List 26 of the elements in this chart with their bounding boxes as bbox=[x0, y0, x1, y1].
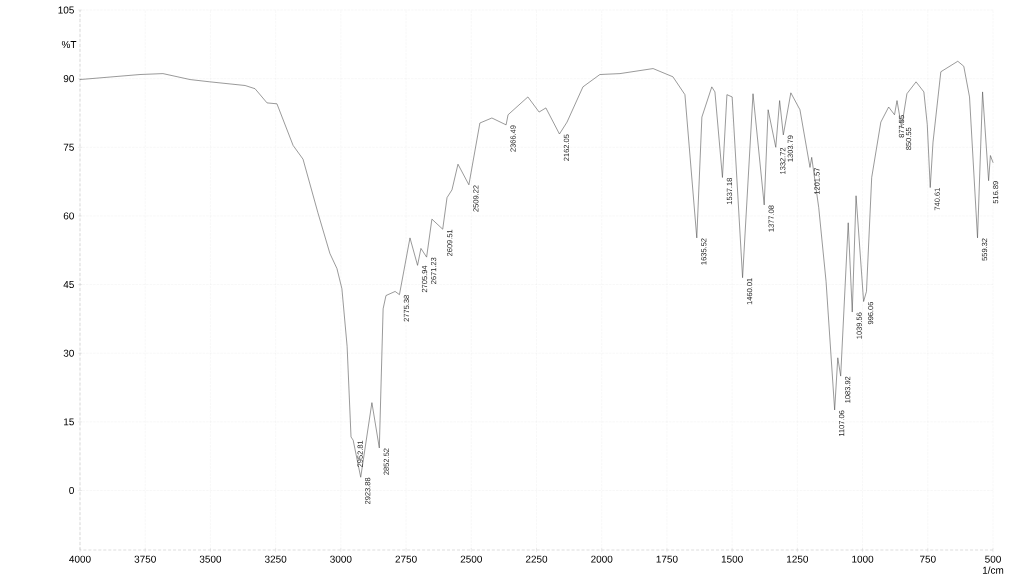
line-series bbox=[79, 60, 994, 478]
x-tick-label: 500 bbox=[985, 555, 1001, 563]
x-tick-label: 1750 bbox=[656, 555, 678, 563]
x-tick-label: 3000 bbox=[330, 555, 352, 563]
x-tick-label: 2750 bbox=[395, 555, 417, 563]
x-tick-label: 2500 bbox=[460, 555, 482, 563]
y-tick-label: 75 bbox=[63, 143, 74, 151]
x-tick-label: 3250 bbox=[264, 555, 287, 563]
x-tick-label: 750 bbox=[919, 555, 936, 563]
x-tick-label: 1500 bbox=[721, 555, 743, 563]
x-tick-label: 3500 bbox=[199, 555, 222, 563]
x-tick-label: 1000 bbox=[852, 555, 874, 563]
y-tick-label: 0 bbox=[69, 486, 74, 495]
x-axis-title: 1/cm bbox=[982, 566, 1004, 574]
x-tick-label: 3750 bbox=[134, 555, 156, 563]
y-tick-label: 60 bbox=[63, 212, 74, 220]
y-tick-label: 105 bbox=[58, 6, 74, 14]
x-tick-label: 2250 bbox=[525, 555, 548, 563]
x-tick-label: 1250 bbox=[787, 555, 809, 563]
y-tick-label: 30 bbox=[63, 349, 74, 357]
y-tick-label: 45 bbox=[63, 281, 74, 289]
y-axis-title: %T bbox=[61, 41, 77, 49]
x-tick-label: 4000 bbox=[69, 555, 91, 563]
y-tick-label: 15 bbox=[64, 418, 74, 426]
y-tick-label: 90 bbox=[63, 75, 74, 83]
x-tick-label: 2000 bbox=[591, 555, 613, 563]
